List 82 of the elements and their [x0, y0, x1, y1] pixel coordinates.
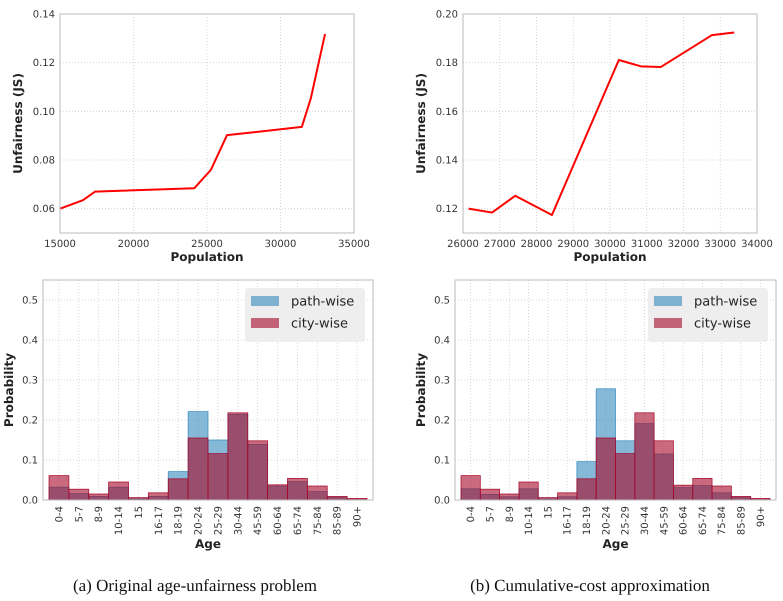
x-tick-label: 65-74: [698, 506, 709, 536]
x-tick-label: 65-74: [292, 506, 304, 536]
x-tick-label: 0-4: [54, 506, 66, 522]
x-tick-label: 90+: [756, 506, 767, 528]
x-tick-label: 25000: [191, 239, 223, 250]
x-tick-label: 10-14: [524, 506, 536, 536]
y-tick-label: 0.1: [434, 456, 450, 466]
y-tick-label: 0.2: [434, 416, 450, 426]
y-tick-label: 0.5: [434, 296, 450, 306]
y-axis-title: Probability: [414, 352, 428, 428]
y-axis-title: Probability: [2, 352, 16, 428]
x-tick-label: 35000: [338, 239, 370, 250]
x-tick-label: 90+: [352, 506, 364, 528]
x-tick-label: 31000: [630, 239, 663, 250]
x-axis-title: Population: [170, 250, 244, 264]
x-tick-label: 25-29: [213, 506, 224, 536]
x-tick-label: 16-17: [154, 506, 165, 536]
x-tick-label: 20000: [118, 239, 150, 250]
x-tick-label: 20-24: [601, 506, 612, 536]
y-tick-label: 0.2: [22, 416, 38, 426]
x-tick-label: 20-24: [194, 506, 205, 536]
x-tick-label: 60-64: [678, 506, 690, 536]
y-tick-label: 0.0: [434, 496, 450, 506]
y-tick-label: 0.3: [434, 376, 450, 386]
x-tick-label: 8-9: [94, 506, 106, 522]
x-tick-label: 60-64: [273, 506, 284, 536]
legend-label: city-wise: [291, 316, 348, 332]
x-tick-label: 34000: [741, 239, 773, 250]
text: (a) Original age-unfairness problem: [72, 576, 318, 595]
legend-label: path-wise: [291, 294, 354, 310]
y-tick-label: 0.4: [22, 336, 38, 346]
x-tick-label: 26000: [447, 239, 479, 250]
x-tick-label: 29000: [557, 239, 590, 250]
y-tick-label: 0.10: [32, 106, 55, 118]
text: (b) Cumulative-cost approximation: [470, 576, 710, 595]
x-tick-label: 30000: [594, 239, 626, 250]
y-tick-label: 0.20: [436, 10, 458, 20]
y-tick-label: 0.3: [22, 376, 38, 386]
x-tick-label: 28000: [520, 239, 552, 250]
x-tick-label: 0-4: [466, 506, 478, 522]
x-tick-label: 32000: [668, 239, 700, 250]
x-tick-label: 75-84: [312, 506, 324, 536]
x-tick-label: 30000: [264, 239, 296, 250]
x-tick-label: 15: [134, 506, 145, 519]
x-tick-label: 5-7: [74, 506, 86, 522]
x-tick-label: 85-89: [332, 506, 344, 536]
y-tick-label: 0.14: [436, 156, 458, 166]
legend-label: path-wise: [694, 294, 758, 310]
x-axis-title: Age: [194, 537, 222, 551]
x-tick-label: 30-44: [233, 506, 244, 536]
x-axis-title: Age: [602, 537, 629, 551]
y-tick-label: 0.08: [32, 156, 55, 166]
x-tick-label: 15: [543, 506, 554, 519]
x-tick-label: 30-44: [640, 506, 651, 536]
y-tick-label: 0.0: [22, 496, 38, 506]
x-tick-label: 75-84: [717, 506, 728, 536]
y-tick-label: 0.12: [436, 204, 458, 216]
x-axis-title: Population: [573, 250, 647, 264]
x-tick-label: 27000: [484, 239, 516, 250]
y-tick-label: 0.5: [22, 296, 38, 306]
x-tick-label: 25-29: [620, 506, 632, 536]
x-tick-label: 33000: [704, 239, 736, 250]
y-tick-label: 0.18: [436, 58, 458, 70]
x-tick-label: 16-17: [562, 506, 574, 536]
y-tick-label: 0.12: [32, 58, 55, 70]
x-tick-label: 45-59: [253, 506, 264, 536]
x-tick-label: 5-7: [485, 506, 496, 522]
y-tick-label: 0.4: [434, 336, 450, 346]
x-tick-label: 85-89: [736, 506, 748, 536]
y-axis-title: Unfairness (JS): [414, 73, 428, 174]
legend-label: city-wise: [694, 316, 752, 332]
x-tick-label: 10-14: [114, 506, 126, 536]
x-tick-label: 8-9: [504, 506, 516, 522]
x-tick-label: 18-19: [582, 506, 594, 536]
y-tick-label: 0.14: [32, 10, 55, 20]
x-tick-label: 18-19: [174, 506, 185, 536]
y-tick-label: 0.16: [436, 106, 458, 118]
x-tick-label: 15000: [44, 239, 76, 250]
y-tick-label: 0.06: [32, 204, 55, 216]
y-axis-title: Unfairness (JS): [11, 73, 25, 174]
x-tick-label: 45-59: [659, 506, 670, 536]
y-tick-label: 0.1: [22, 456, 38, 466]
